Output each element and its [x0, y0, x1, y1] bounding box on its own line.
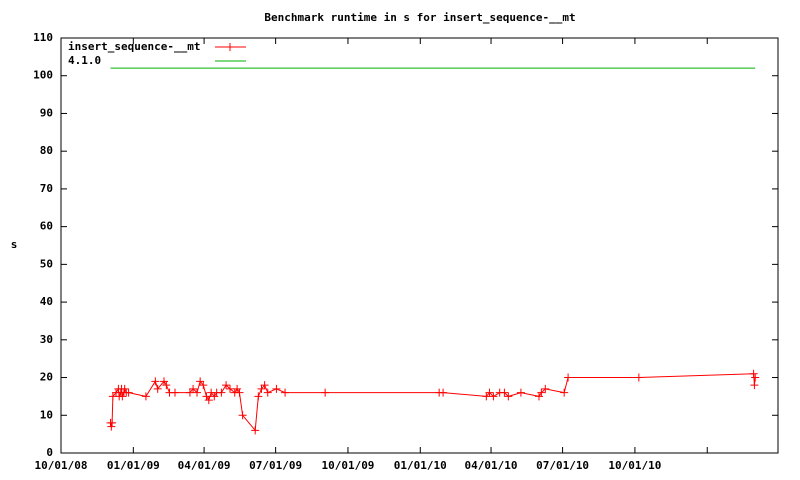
point-marker	[564, 373, 573, 382]
point-marker	[222, 381, 231, 390]
point-marker	[272, 384, 281, 393]
y-tick-label: 90	[40, 106, 53, 119]
x-tick-label: 04/01/10	[465, 459, 518, 472]
y-tick-label: 80	[40, 144, 53, 157]
point-marker	[560, 388, 569, 397]
chart-title: Benchmark runtime in s for insert_sequen…	[264, 11, 575, 24]
y-tick-label: 60	[40, 220, 53, 233]
x-tick-label: 07/01/09	[249, 459, 302, 472]
point-marker	[541, 384, 550, 393]
point-marker	[634, 373, 643, 382]
point-marker	[749, 369, 758, 378]
point-marker	[226, 384, 235, 393]
x-tick-label: 07/01/10	[536, 459, 589, 472]
point-marker	[238, 411, 247, 420]
point-marker	[124, 388, 133, 397]
point-marker	[204, 396, 213, 405]
point-marker	[537, 388, 546, 397]
point-marker	[189, 384, 198, 393]
x-tick-label: 01/01/10	[394, 459, 447, 472]
point-marker	[439, 388, 448, 397]
point-marker	[485, 388, 494, 397]
legend-marker	[226, 43, 234, 51]
point-marker	[151, 377, 160, 386]
point-marker	[107, 422, 116, 431]
x-tick-label: 01/01/09	[107, 459, 160, 472]
point-marker	[500, 388, 509, 397]
point-marker	[193, 388, 202, 397]
y-tick-label: 50	[40, 257, 53, 270]
point-marker	[235, 388, 244, 397]
point-marker	[170, 388, 179, 397]
x-tick-label: 10/01/08	[35, 459, 88, 472]
point-marker	[199, 381, 208, 390]
point-marker	[263, 388, 272, 397]
point-marker	[120, 384, 129, 393]
point-marker	[516, 388, 525, 397]
y-tick-label: 30	[40, 333, 53, 346]
point-marker	[751, 373, 760, 382]
point-marker	[108, 418, 117, 427]
point-marker	[153, 384, 162, 393]
point-marker	[254, 392, 263, 401]
y-tick-label: 100	[33, 69, 53, 82]
legend-label: 4.1.0	[68, 54, 101, 67]
point-marker	[321, 388, 330, 397]
point-marker	[162, 381, 171, 390]
point-marker	[504, 392, 513, 401]
y-axis-label: s	[11, 238, 18, 251]
point-marker	[251, 426, 260, 435]
point-marker	[141, 392, 150, 401]
y-tick-label: 20	[40, 371, 53, 384]
plot-frame	[60, 37, 779, 454]
y-tick-label: 40	[40, 295, 53, 308]
x-tick-label: 10/01/09	[321, 459, 374, 472]
legend-label: insert_sequence-__mt	[68, 40, 200, 53]
x-tick-label: 10/01/10	[608, 459, 661, 472]
point-marker	[118, 392, 127, 401]
point-marker	[281, 388, 290, 397]
point-marker	[489, 392, 498, 401]
point-marker	[260, 381, 269, 390]
point-marker	[750, 381, 759, 390]
y-tick-label: 110	[33, 31, 53, 44]
y-tick-label: 0	[46, 446, 53, 459]
x-tick-label: 04/01/09	[178, 459, 231, 472]
y-tick-label: 70	[40, 182, 53, 195]
y-tick-label: 10	[40, 408, 53, 421]
point-marker	[217, 388, 226, 397]
